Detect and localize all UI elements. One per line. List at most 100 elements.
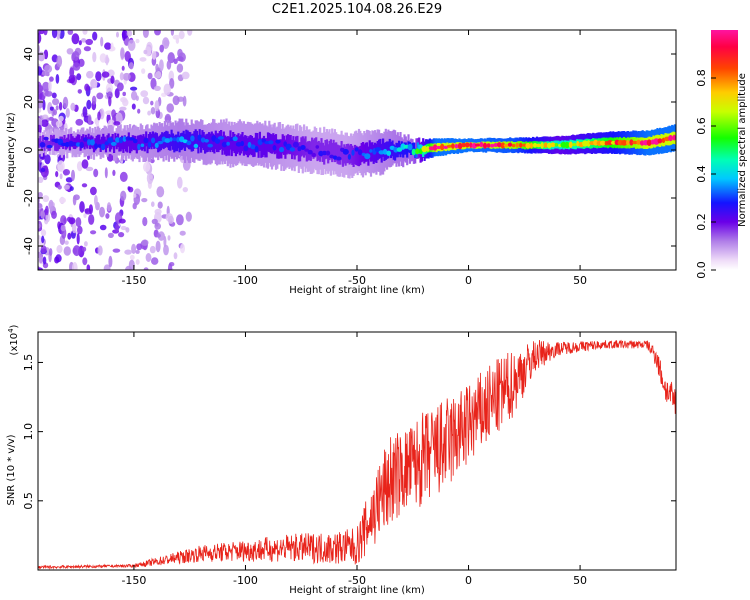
spectrogram-noise-blob [85,166,94,172]
spectrogram-ridge-band [63,135,66,146]
spectrogram-ridge-band [297,142,300,162]
spectrogram-noise-blob [72,262,78,270]
spectrogram-ridge-band [311,137,314,157]
spectrogram-noise-blob [166,103,174,113]
spectrogram-noise-blob [155,71,162,79]
spectrogram-ridge-peak [464,142,470,148]
spectrogram-noise-blob [86,99,92,110]
spectrogram-noise-blob [76,73,82,81]
spectrogram-ridge-band [154,132,157,148]
spectrogram-noise-blob [77,225,83,235]
spectrogram-ridge-band [375,143,378,163]
spectrogram-noise-blob [51,30,58,39]
spectrogram-ridge-band [210,131,213,150]
spectrogram-ridge-peak [151,137,156,144]
spectrogram-ridge-peak [115,137,120,143]
spectrogram-ridge-peak [496,142,502,148]
spectrogram-ridge-band [209,133,212,153]
spectrogram-ridge-band [242,136,245,156]
spectrogram-ridge-peak [75,142,81,147]
spectrogram-ridge-peak [133,139,138,144]
spectrogram-ridge-peak [396,147,403,152]
snr-y-ticks: 0.5 1.0 1.5 [22,354,676,510]
snr-x-ticks: -150 -100 -50 0 50 [121,332,587,587]
spectrogram-noise-blob [93,168,99,178]
spectrogram-noise-blob [48,116,54,121]
spectrogram-noise-blob [108,96,112,107]
spectrogram-noise-blob [155,63,159,72]
spectrogram-y-tick-label: 20 [22,95,35,109]
spectrogram-noise-blob [127,186,131,191]
spectrogram-ridge-band [204,135,207,154]
spectrogram-noise-blob [77,89,83,94]
spectrogram-noise-blob [116,31,119,38]
spectrogram-ridge-peak [176,136,181,143]
spectrogram-ridge-peak [440,143,445,151]
spectrogram-ridge-peak [68,140,74,147]
spectrogram-ridge-peak [304,148,309,152]
spectrogram-ridge-band [387,141,390,159]
spectrogram-noise-blob [120,190,127,201]
spectrogram-noise-blob [38,89,43,94]
spectrogram-ridge-peak [204,139,209,143]
snr-y-tick-label: 1.5 [22,354,35,372]
spectrogram-ridge-band [92,140,96,153]
spectrogram-ridge-band [95,135,98,149]
spectrogram-ridge-peak [104,141,109,146]
spectrogram-ridge-band [175,134,179,152]
spectrogram-ridge-peak [122,136,127,142]
spectrogram-ridge-band [244,135,247,155]
spectrogram-ridge-band [329,139,332,159]
spectrogram-ridge-peak [421,145,428,153]
spectrogram-noise-blob [81,159,89,169]
spectrogram-noise-blob [72,51,80,61]
spectrogram-noise-blob [42,195,50,203]
spectrogram-noise-blob [124,249,132,255]
spectrogram-noise-blob [119,171,128,182]
spectrogram-noise-blob [105,83,113,95]
spectrogram-ridge-peak [529,142,534,149]
spectrogram-noise-blob [137,108,141,114]
spectrogram-ridge-peak [446,144,452,148]
spectrogram-noise-blob [168,263,173,270]
spectrogram-noise-blob [52,98,60,106]
spectrogram-noise-blob [101,71,110,78]
spectrogram-ridge-peak [172,137,177,142]
spectrogram-ridge-peak [329,154,334,159]
spectrogram-ridge-band [357,147,361,167]
spectrogram-noise-blob [76,233,80,245]
spectrogram-ridge-band [276,139,279,159]
spectrogram-noise-blob [178,30,185,40]
spectrogram-noise-blob [150,100,154,106]
spectrogram-ridge-band [225,136,228,157]
spectrogram-noise-blob [71,169,75,182]
spectrogram-noise-blob [84,83,90,92]
spectrogram-ridge-band [189,132,192,150]
spectrogram-ridge-band [331,142,334,163]
spectrogram-ridge-band [416,142,419,152]
spectrogram-noise-blob [119,106,127,111]
colorbar-tick-label: 0.0 [695,261,708,279]
spectrogram-ridge-peak [186,140,192,146]
spectrogram-y-ticks: -40 -20 0 20 40 [22,47,676,255]
spectrogram-noise-blob [179,230,186,236]
spectrogram-noise-blob [170,30,174,36]
spectrogram-noise-blob [58,101,63,111]
spectrogram-ridge-band [39,136,42,146]
spectrogram-noise-blob [94,195,98,206]
spectrogram-ridge-band [394,145,397,161]
spectrogram-ridge-band [137,135,140,151]
spectrogram-noise-blob [169,78,175,89]
spectrogram-ridge-peak [217,136,224,140]
spectrogram-ridge-peak [118,136,124,144]
spectrogram-ridge-band [402,144,405,158]
spectrogram-noise-blob [59,197,66,204]
spectrogram-noise-blob [151,50,157,60]
spectrogram-noise-blob [82,106,88,118]
spectrogram-ridge-band [155,133,158,149]
spectrogram-ridge-band [42,135,45,145]
spectrogram-ridge-peak [451,143,455,149]
spectrogram-ridge-band [320,138,323,158]
spectrogram-y-label: Frequency (Hz) [6,112,17,188]
spectrogram-ridge-band [129,139,132,154]
